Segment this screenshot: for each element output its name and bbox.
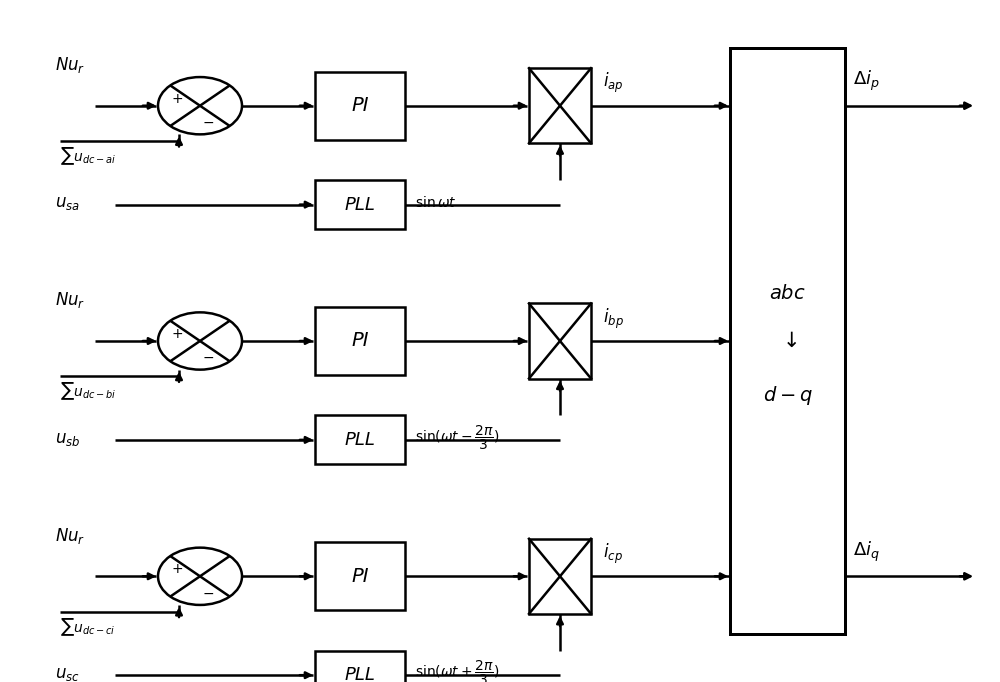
Text: $\sin(\omega t - \dfrac{2\pi}{3})$: $\sin(\omega t - \dfrac{2\pi}{3})$ <box>415 424 499 452</box>
Text: $i_{cp}$: $i_{cp}$ <box>603 542 623 566</box>
Text: $\downarrow$: $\downarrow$ <box>778 331 797 351</box>
Bar <box>315 651 405 682</box>
Circle shape <box>158 312 242 370</box>
Text: −: − <box>203 351 214 365</box>
Text: $\sum u_{dc-ci}$: $\sum u_{dc-ci}$ <box>60 616 115 638</box>
Text: $i_{bp}$: $i_{bp}$ <box>603 307 624 331</box>
Text: $\sum u_{dc-ai}$: $\sum u_{dc-ai}$ <box>60 145 116 167</box>
Circle shape <box>158 77 242 134</box>
Text: $\Delta i_p$: $\Delta i_p$ <box>853 70 880 93</box>
Text: PI: PI <box>351 567 369 586</box>
Text: $\Delta i_q$: $\Delta i_q$ <box>853 540 880 564</box>
Bar <box>730 48 845 634</box>
Bar <box>315 307 405 375</box>
Text: $d-q$: $d-q$ <box>763 384 812 407</box>
Text: PLL: PLL <box>345 431 375 449</box>
Bar <box>315 72 405 140</box>
Text: +: + <box>171 562 183 576</box>
Text: $Nu_r$: $Nu_r$ <box>55 55 85 75</box>
Text: $Nu_r$: $Nu_r$ <box>55 291 85 310</box>
Text: $\sin \omega t$: $\sin \omega t$ <box>415 195 457 210</box>
Text: $u_{sb}$: $u_{sb}$ <box>55 430 80 447</box>
Bar <box>315 542 405 610</box>
Bar <box>529 539 591 614</box>
Text: −: − <box>203 587 214 600</box>
Bar <box>315 180 405 229</box>
Text: $Nu_r$: $Nu_r$ <box>55 526 85 546</box>
Text: $i_{ap}$: $i_{ap}$ <box>603 72 624 95</box>
Text: $\sin(\omega t + \dfrac{2\pi}{3})$: $\sin(\omega t + \dfrac{2\pi}{3})$ <box>415 659 499 682</box>
Text: $\sum u_{dc-bi}$: $\sum u_{dc-bi}$ <box>60 381 116 402</box>
Text: PI: PI <box>351 331 369 351</box>
Text: PLL: PLL <box>345 196 375 213</box>
Text: −: − <box>203 116 214 130</box>
Text: $abc$: $abc$ <box>769 284 806 303</box>
Bar <box>529 68 591 143</box>
Text: +: + <box>171 327 183 341</box>
Text: PI: PI <box>351 96 369 115</box>
Text: PLL: PLL <box>345 666 375 682</box>
Text: $u_{sc}$: $u_{sc}$ <box>55 665 80 682</box>
Circle shape <box>158 548 242 605</box>
Text: +: + <box>171 91 183 106</box>
Bar <box>315 415 405 464</box>
Text: $u_{sa}$: $u_{sa}$ <box>55 194 80 212</box>
Bar <box>529 303 591 379</box>
